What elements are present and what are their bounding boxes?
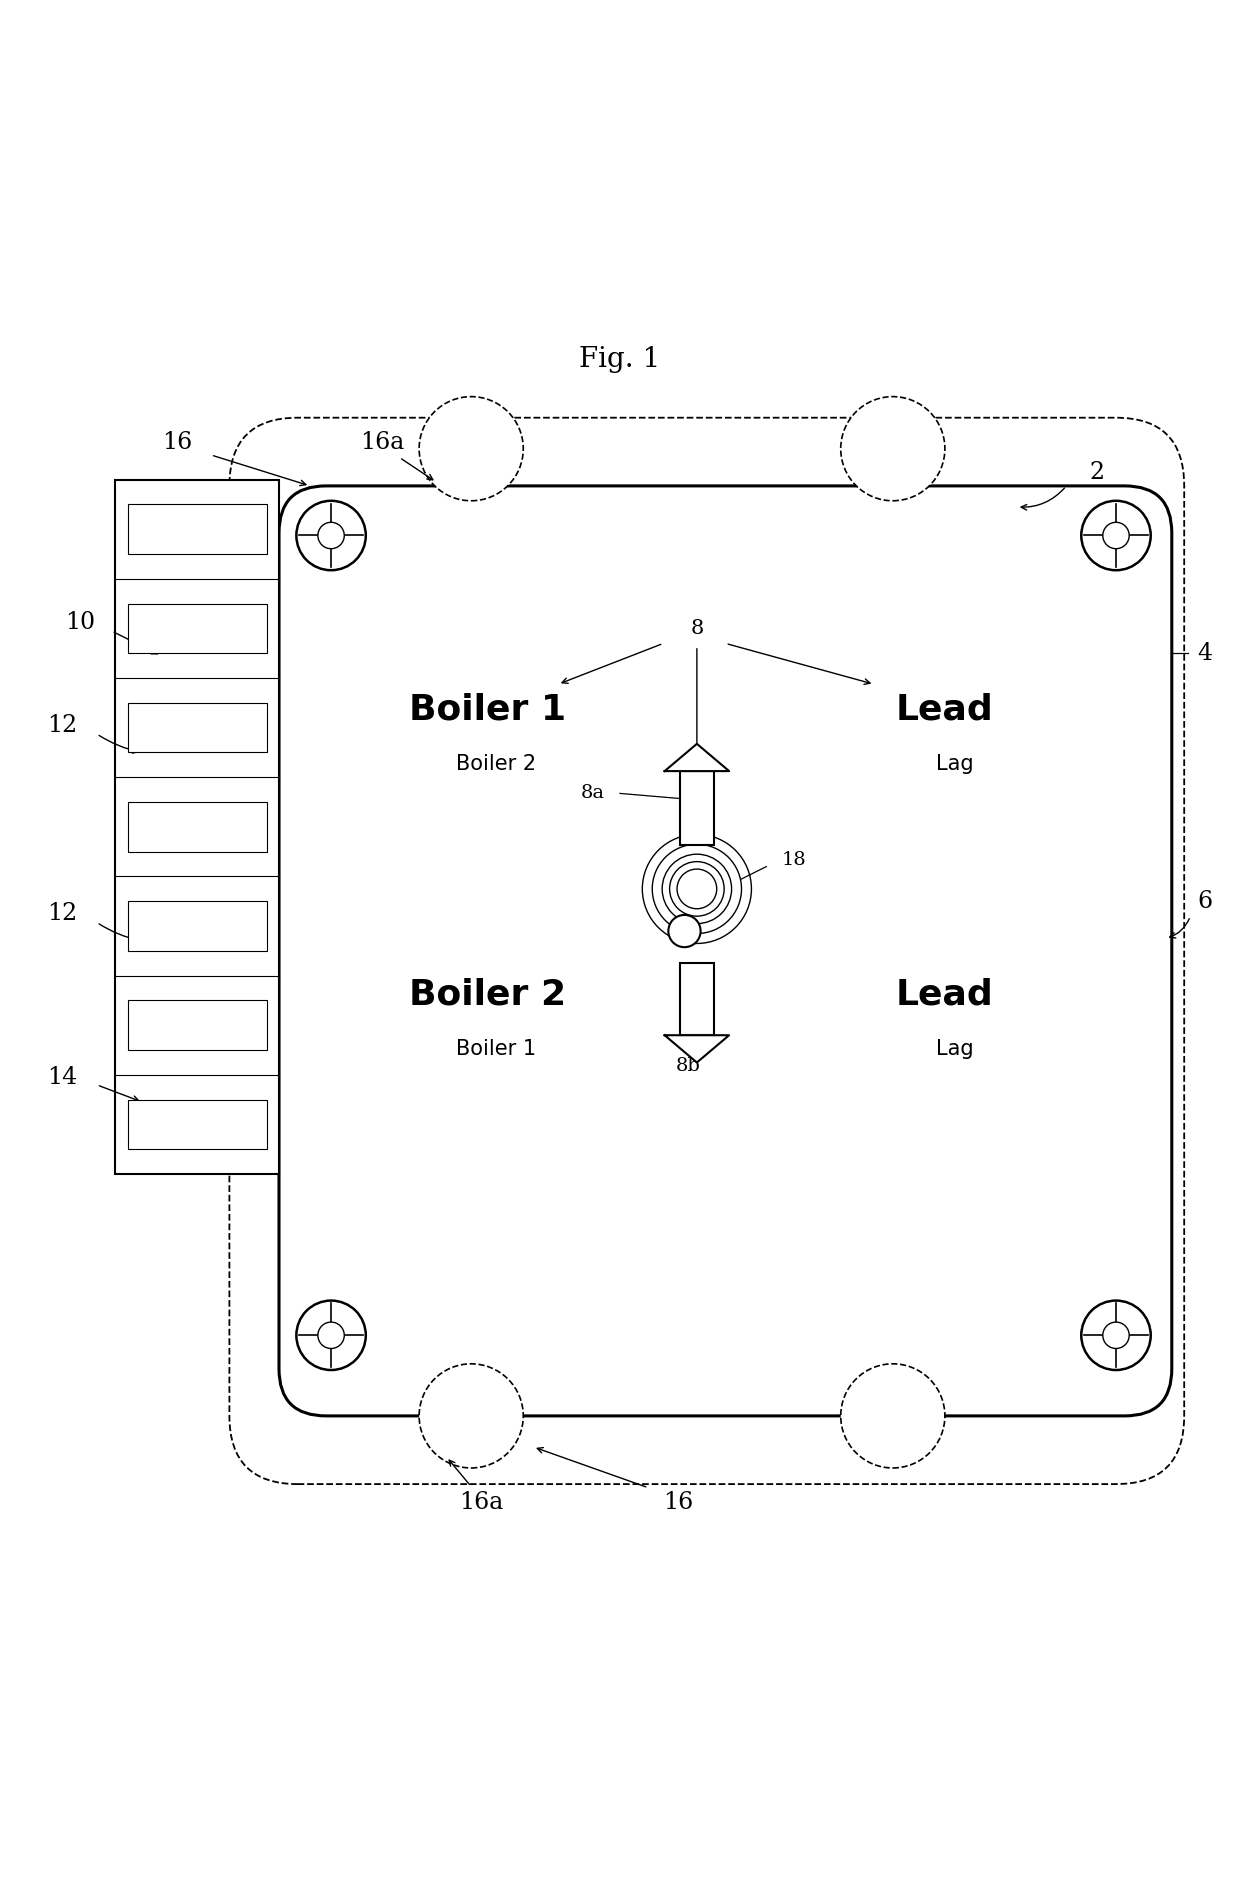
Circle shape	[662, 854, 732, 923]
Polygon shape	[665, 743, 729, 771]
Text: 14: 14	[47, 1066, 77, 1089]
Text: 2: 2	[1090, 460, 1105, 484]
Text: Lag: Lag	[936, 755, 973, 773]
Bar	[128, 604, 267, 653]
Text: 4: 4	[1198, 642, 1213, 664]
Bar	[680, 771, 714, 845]
Bar	[115, 481, 279, 1175]
FancyBboxPatch shape	[279, 486, 1172, 1415]
Text: Boiler 2: Boiler 2	[409, 978, 565, 1012]
Circle shape	[296, 501, 366, 571]
Circle shape	[1102, 522, 1130, 548]
Bar	[680, 963, 714, 1036]
Circle shape	[1102, 1321, 1130, 1348]
Circle shape	[841, 396, 945, 501]
Text: 6: 6	[1198, 890, 1213, 912]
Circle shape	[670, 862, 724, 916]
Text: Boiler 1: Boiler 1	[456, 1038, 536, 1059]
Circle shape	[677, 869, 717, 908]
Text: 8: 8	[691, 619, 703, 638]
Bar	[128, 702, 267, 753]
Bar	[128, 1100, 267, 1149]
Text: 8a: 8a	[580, 785, 605, 803]
Text: Lead: Lead	[897, 693, 993, 726]
Text: Boiler 2: Boiler 2	[456, 755, 536, 773]
Circle shape	[652, 845, 742, 933]
Text: 16: 16	[162, 432, 192, 454]
Text: Fig. 1: Fig. 1	[579, 345, 661, 374]
Circle shape	[1081, 1301, 1151, 1370]
Text: Lag: Lag	[936, 1038, 973, 1059]
Bar	[128, 1000, 267, 1049]
Text: 18: 18	[781, 852, 806, 869]
Text: 10: 10	[66, 610, 95, 634]
Text: 16a: 16a	[360, 432, 404, 454]
Text: 12: 12	[47, 713, 77, 736]
Text: Boiler 1: Boiler 1	[409, 693, 565, 726]
Circle shape	[642, 835, 751, 944]
Circle shape	[419, 1365, 523, 1468]
FancyBboxPatch shape	[229, 419, 1184, 1485]
Bar	[128, 801, 267, 852]
Bar	[128, 505, 267, 554]
Bar	[128, 901, 267, 952]
Circle shape	[317, 1321, 345, 1348]
Text: 16a: 16a	[459, 1490, 503, 1515]
Text: 12: 12	[47, 903, 77, 925]
Text: Lead: Lead	[897, 978, 993, 1012]
Circle shape	[1081, 501, 1151, 571]
Polygon shape	[665, 1036, 729, 1062]
Circle shape	[668, 914, 701, 948]
Text: 16: 16	[663, 1490, 693, 1515]
Circle shape	[419, 396, 523, 501]
Text: 8b: 8b	[676, 1057, 701, 1076]
Circle shape	[841, 1365, 945, 1468]
Circle shape	[296, 1301, 366, 1370]
Circle shape	[317, 522, 345, 548]
